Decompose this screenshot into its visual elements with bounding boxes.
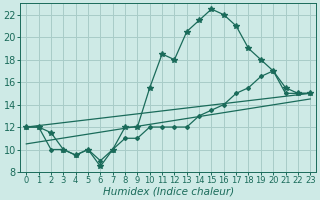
X-axis label: Humidex (Indice chaleur): Humidex (Indice chaleur) xyxy=(103,187,234,197)
